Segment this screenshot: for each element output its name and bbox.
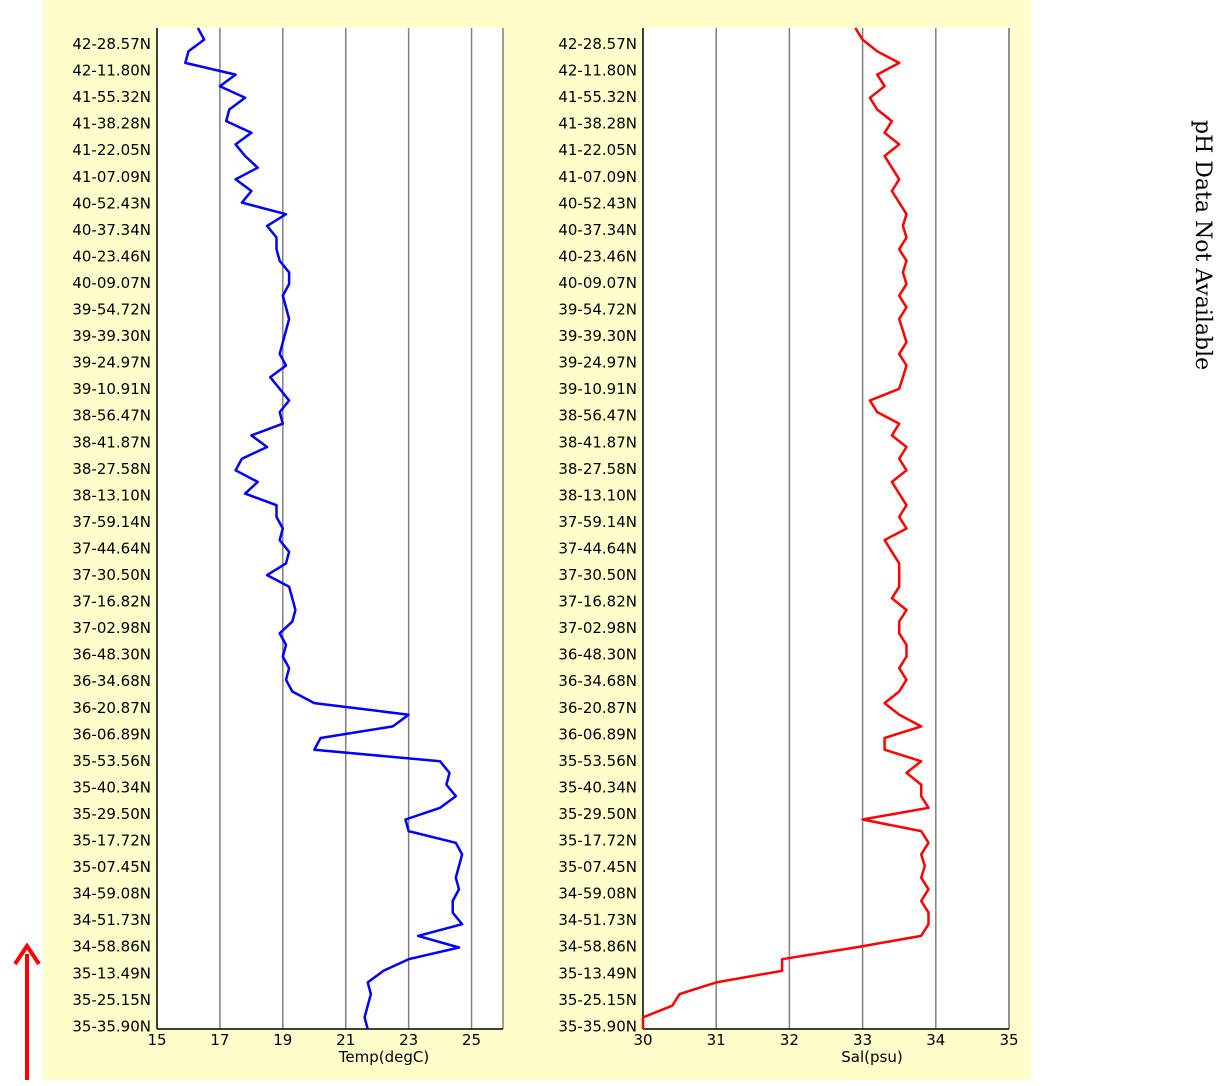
y-tick-label: 42-28.57N [72,35,151,53]
y-tick-label: 35-13.49N [72,964,151,982]
y-tick-label: 36-48.30N [72,646,151,664]
y-tick-label: 39-39.30N [72,327,151,345]
x-tick-label: 17 [210,1031,229,1049]
y-tick-label: 38-27.58N [558,460,637,478]
y-tick-label: 35-25.15N [72,991,151,1009]
y-tick-label: 40-37.34N [558,221,637,239]
y-tick-label: 39-24.97N [558,354,637,372]
x-tick-label: 23 [399,1031,418,1049]
y-tick-label: 35-29.50N [72,805,151,823]
y-tick-label: 35-25.15N [558,991,637,1009]
y-tick-label: 36-06.89N [72,725,151,743]
y-tick-label: 39-10.91N [558,380,637,398]
y-tick-label: 39-54.72N [72,301,151,319]
y-tick-label: 40-23.46N [558,247,637,265]
y-tick-label: 37-59.14N [558,513,637,531]
y-tick-label: 35-13.49N [558,964,637,982]
y-tick-label: 34-59.08N [558,885,637,903]
y-tick-label: 41-07.09N [72,168,151,186]
x-tick-label: 34 [926,1031,945,1049]
y-tick-label: 34-51.73N [558,911,637,929]
y-tick-label: 38-56.47N [72,407,151,425]
y-tick-label: 35-53.56N [558,752,637,770]
y-tick-label: 42-11.80N [558,62,637,80]
y-tick-label: 35-17.72N [72,832,151,850]
y-tick-label: 35-53.56N [72,752,151,770]
y-tick-label: 41-55.32N [558,88,637,106]
y-tick-label: 38-41.87N [72,433,151,451]
plot-area [643,28,1009,1029]
y-tick-label: 41-38.28N [72,115,151,133]
y-tick-label: 40-52.43N [558,194,637,212]
y-tick-label: 36-20.87N [558,699,637,717]
y-tick-label: 36-20.87N [72,699,151,717]
ph-unavailable-note: pH Data Not Available [1190,120,1215,371]
y-tick-label: 38-56.47N [558,407,637,425]
y-tick-label: 35-07.45N [558,858,637,876]
y-tick-label: 37-30.50N [558,566,637,584]
x-tick-label: 35 [999,1031,1018,1049]
x-tick-label: 31 [707,1031,726,1049]
x-tick-label: 19 [273,1031,292,1049]
data-line [641,27,930,1029]
y-tick-label: 35-29.50N [558,805,637,823]
y-tick-label: 38-27.58N [72,460,151,478]
y-tick-label: 35-40.34N [72,778,151,796]
y-tick-label: 34-59.08N [72,885,151,903]
y-tick-label: 40-23.46N [72,247,151,265]
y-tick-label: 38-13.10N [558,486,637,504]
x-axis-title: Temp(degC) [338,1048,429,1066]
x-tick-label: 33 [853,1031,872,1049]
y-tick-label: 36-34.68N [558,672,637,690]
y-tick-label: 34-58.86N [72,938,151,956]
y-tick-label: 37-59.14N [72,513,151,531]
x-tick-label: 25 [462,1031,481,1049]
y-tick-label: 39-54.72N [558,301,637,319]
y-tick-label: 40-09.07N [558,274,637,292]
y-tick-label: 41-38.28N [558,115,637,133]
plot-area [157,28,503,1029]
y-tick-label: 34-51.73N [72,911,151,929]
x-tick-label: 21 [336,1031,355,1049]
y-tick-label: 37-16.82N [72,593,151,611]
y-tick-label: 35-35.90N [72,1017,151,1035]
y-tick-label: 39-10.91N [72,380,151,398]
y-tick-label: 36-34.68N [72,672,151,690]
y-tick-label: 35-17.72N [558,832,637,850]
x-tick-label: 32 [780,1031,799,1049]
y-tick-label: 36-06.89N [558,725,637,743]
x-tick-label: 15 [147,1031,166,1049]
y-tick-label: 39-24.97N [72,354,151,372]
direction-arrow-icon [13,942,41,1080]
y-tick-label: 42-11.80N [72,62,151,80]
y-tick-label: 38-41.87N [558,433,637,451]
y-tick-label: 42-28.57N [558,35,637,53]
x-tick-label: 30 [633,1031,652,1049]
x-axis-title: Sal(psu) [841,1048,902,1066]
y-tick-label: 36-48.30N [558,646,637,664]
y-tick-label: 37-30.50N [72,566,151,584]
y-tick-label: 41-07.09N [558,168,637,186]
y-tick-label: 34-58.86N [558,938,637,956]
y-tick-label: 37-02.98N [72,619,151,637]
y-tick-label: 38-13.10N [72,486,151,504]
y-tick-label: 41-22.05N [72,141,151,159]
y-tick-label: 39-39.30N [558,327,637,345]
y-tick-label: 35-07.45N [72,858,151,876]
y-tick-label: 35-40.34N [558,778,637,796]
data-line [184,27,464,1030]
salinity-chart: 42-28.57N 42-11.80N 41-55.32N 41-38.28N 41-2… [558,27,1019,1066]
y-tick-label: 41-22.05N [558,141,637,159]
y-tick-label: 40-09.07N [72,274,151,292]
y-tick-label: 35-35.90N [558,1017,637,1035]
y-tick-label: 37-44.64N [558,539,637,557]
temperature-chart: 42-28.57N 42-11.80N 41-55.32N 41-38.28N 41-2… [72,27,504,1066]
y-tick-label: 41-55.32N [72,88,151,106]
y-tick-label: 37-44.64N [72,539,151,557]
y-tick-label: 37-02.98N [558,619,637,637]
y-tick-label: 37-16.82N [558,593,637,611]
y-tick-label: 40-52.43N [72,194,151,212]
y-tick-label: 40-37.34N [72,221,151,239]
